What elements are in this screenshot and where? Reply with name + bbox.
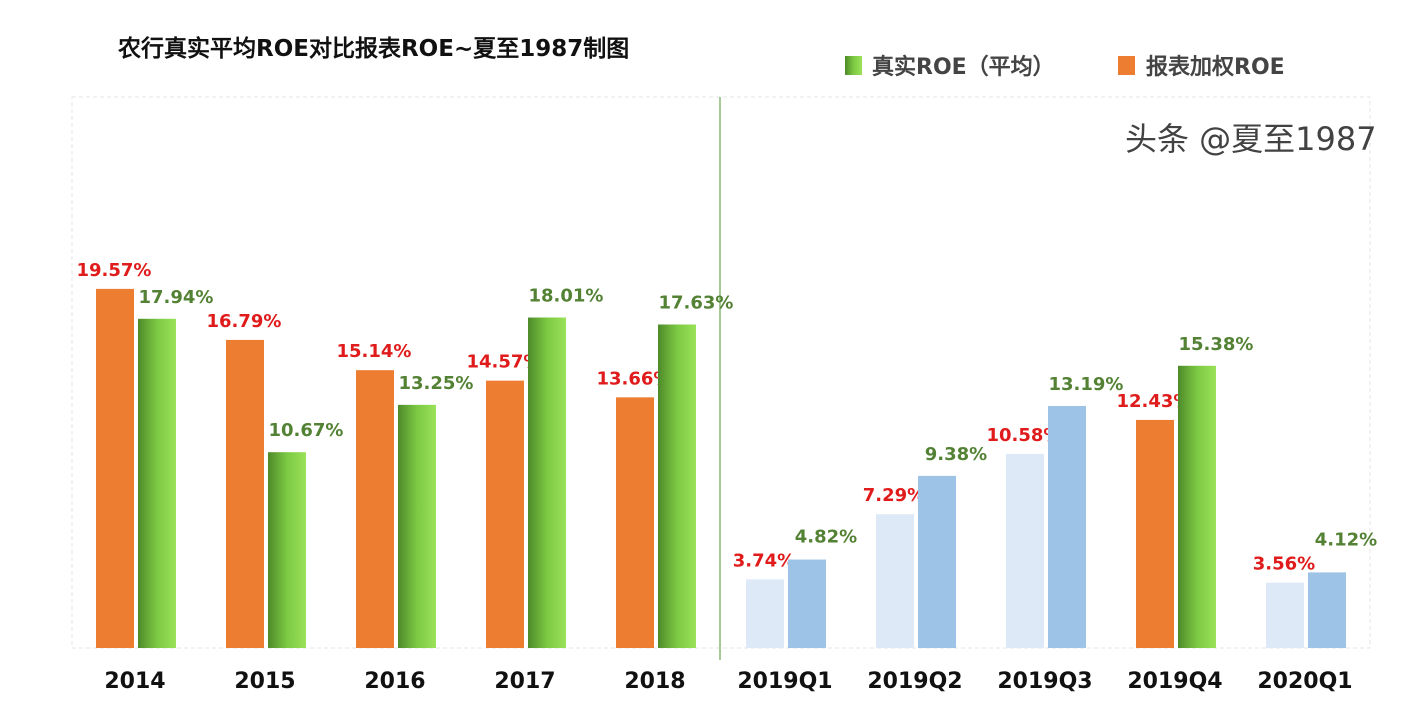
data-label-real-2019Q2: 9.38% [925, 444, 987, 465]
bar-report-2019Q3 [1006, 453, 1044, 648]
bar-real-2014 [138, 318, 176, 648]
bar-real-2017 [528, 317, 566, 648]
x-tick-label: 2014 [104, 669, 165, 694]
bar-report-2019Q1 [746, 579, 784, 648]
data-label-real-2018: 17.63% [659, 292, 734, 313]
x-tick-label: 2019Q1 [737, 669, 832, 694]
bar-real-2019Q1 [788, 559, 826, 648]
bar-report-2019Q2 [876, 514, 914, 648]
x-tick-label: 2016 [364, 669, 425, 694]
bar-report-2019Q4 [1136, 419, 1174, 648]
x-tick-label: 2019Q4 [1127, 669, 1222, 694]
x-tick-label: 2019Q3 [997, 669, 1092, 694]
bar-real-2015 [268, 452, 306, 648]
data-label-report-2015: 16.79% [207, 311, 282, 332]
x-tick-label: 2018 [624, 669, 685, 694]
bar-report-2016 [356, 370, 394, 648]
data-label-report-2018: 13.66% [597, 368, 672, 389]
x-tick-label: 2019Q2 [867, 669, 962, 694]
legend: 真实ROE（平均） 报表加权ROE [845, 54, 1285, 80]
bar-report-2015 [226, 339, 264, 648]
plot-area-border [71, 96, 1371, 649]
data-label-real-2015: 10.67% [269, 420, 344, 441]
data-label-report-2014: 19.57% [77, 260, 152, 281]
bar-real-2016 [398, 404, 436, 648]
chart-title: 农行真实平均ROE对比报表ROE~夏至1987制图 [117, 35, 629, 62]
legend-label-real: 真实ROE（平均） [872, 54, 1055, 80]
watermark: 头条 @夏至1987 [1125, 120, 1377, 158]
data-label-report-2019Q2: 7.29% [863, 485, 925, 506]
data-label-real-2016: 13.25% [399, 373, 474, 394]
bar-report-2014 [96, 288, 134, 648]
data-label-report-2019Q1: 3.74% [733, 550, 795, 571]
data-label-report-2017: 14.57% [467, 352, 542, 373]
x-tick-label: 2015 [234, 669, 295, 694]
data-label-real-2019Q3: 13.19% [1049, 374, 1124, 395]
legend-label-report: 报表加权ROE [1146, 54, 1285, 80]
data-label-real-2017: 18.01% [529, 286, 604, 307]
bar-report-2020Q1 [1266, 582, 1304, 648]
bar-real-2020Q1 [1308, 572, 1346, 648]
data-label-report-2020Q1: 3.56% [1253, 554, 1315, 575]
legend-swatch-report [1118, 56, 1135, 75]
bar-real-2019Q4 [1178, 365, 1216, 648]
legend-swatch-real [845, 56, 862, 75]
x-tick-label: 2020Q1 [1257, 669, 1352, 694]
bar-real-2019Q2 [918, 475, 956, 648]
bar-report-2017 [486, 380, 524, 648]
data-label-real-2019Q1: 4.82% [795, 526, 857, 547]
data-label-report-2019Q3: 10.58% [987, 425, 1062, 446]
bar-report-2018 [616, 397, 654, 648]
bar-real-2019Q3 [1048, 405, 1086, 648]
data-label-report-2019Q4: 12.43% [1117, 391, 1192, 412]
data-label-report-2016: 15.14% [337, 341, 412, 362]
bar-real-2018 [658, 324, 696, 648]
data-label-real-2014: 17.94% [139, 287, 214, 308]
x-tick-label: 2017 [494, 669, 555, 694]
data-label-real-2019Q4: 15.38% [1179, 334, 1254, 355]
data-label-real-2020Q1: 4.12% [1315, 530, 1377, 551]
